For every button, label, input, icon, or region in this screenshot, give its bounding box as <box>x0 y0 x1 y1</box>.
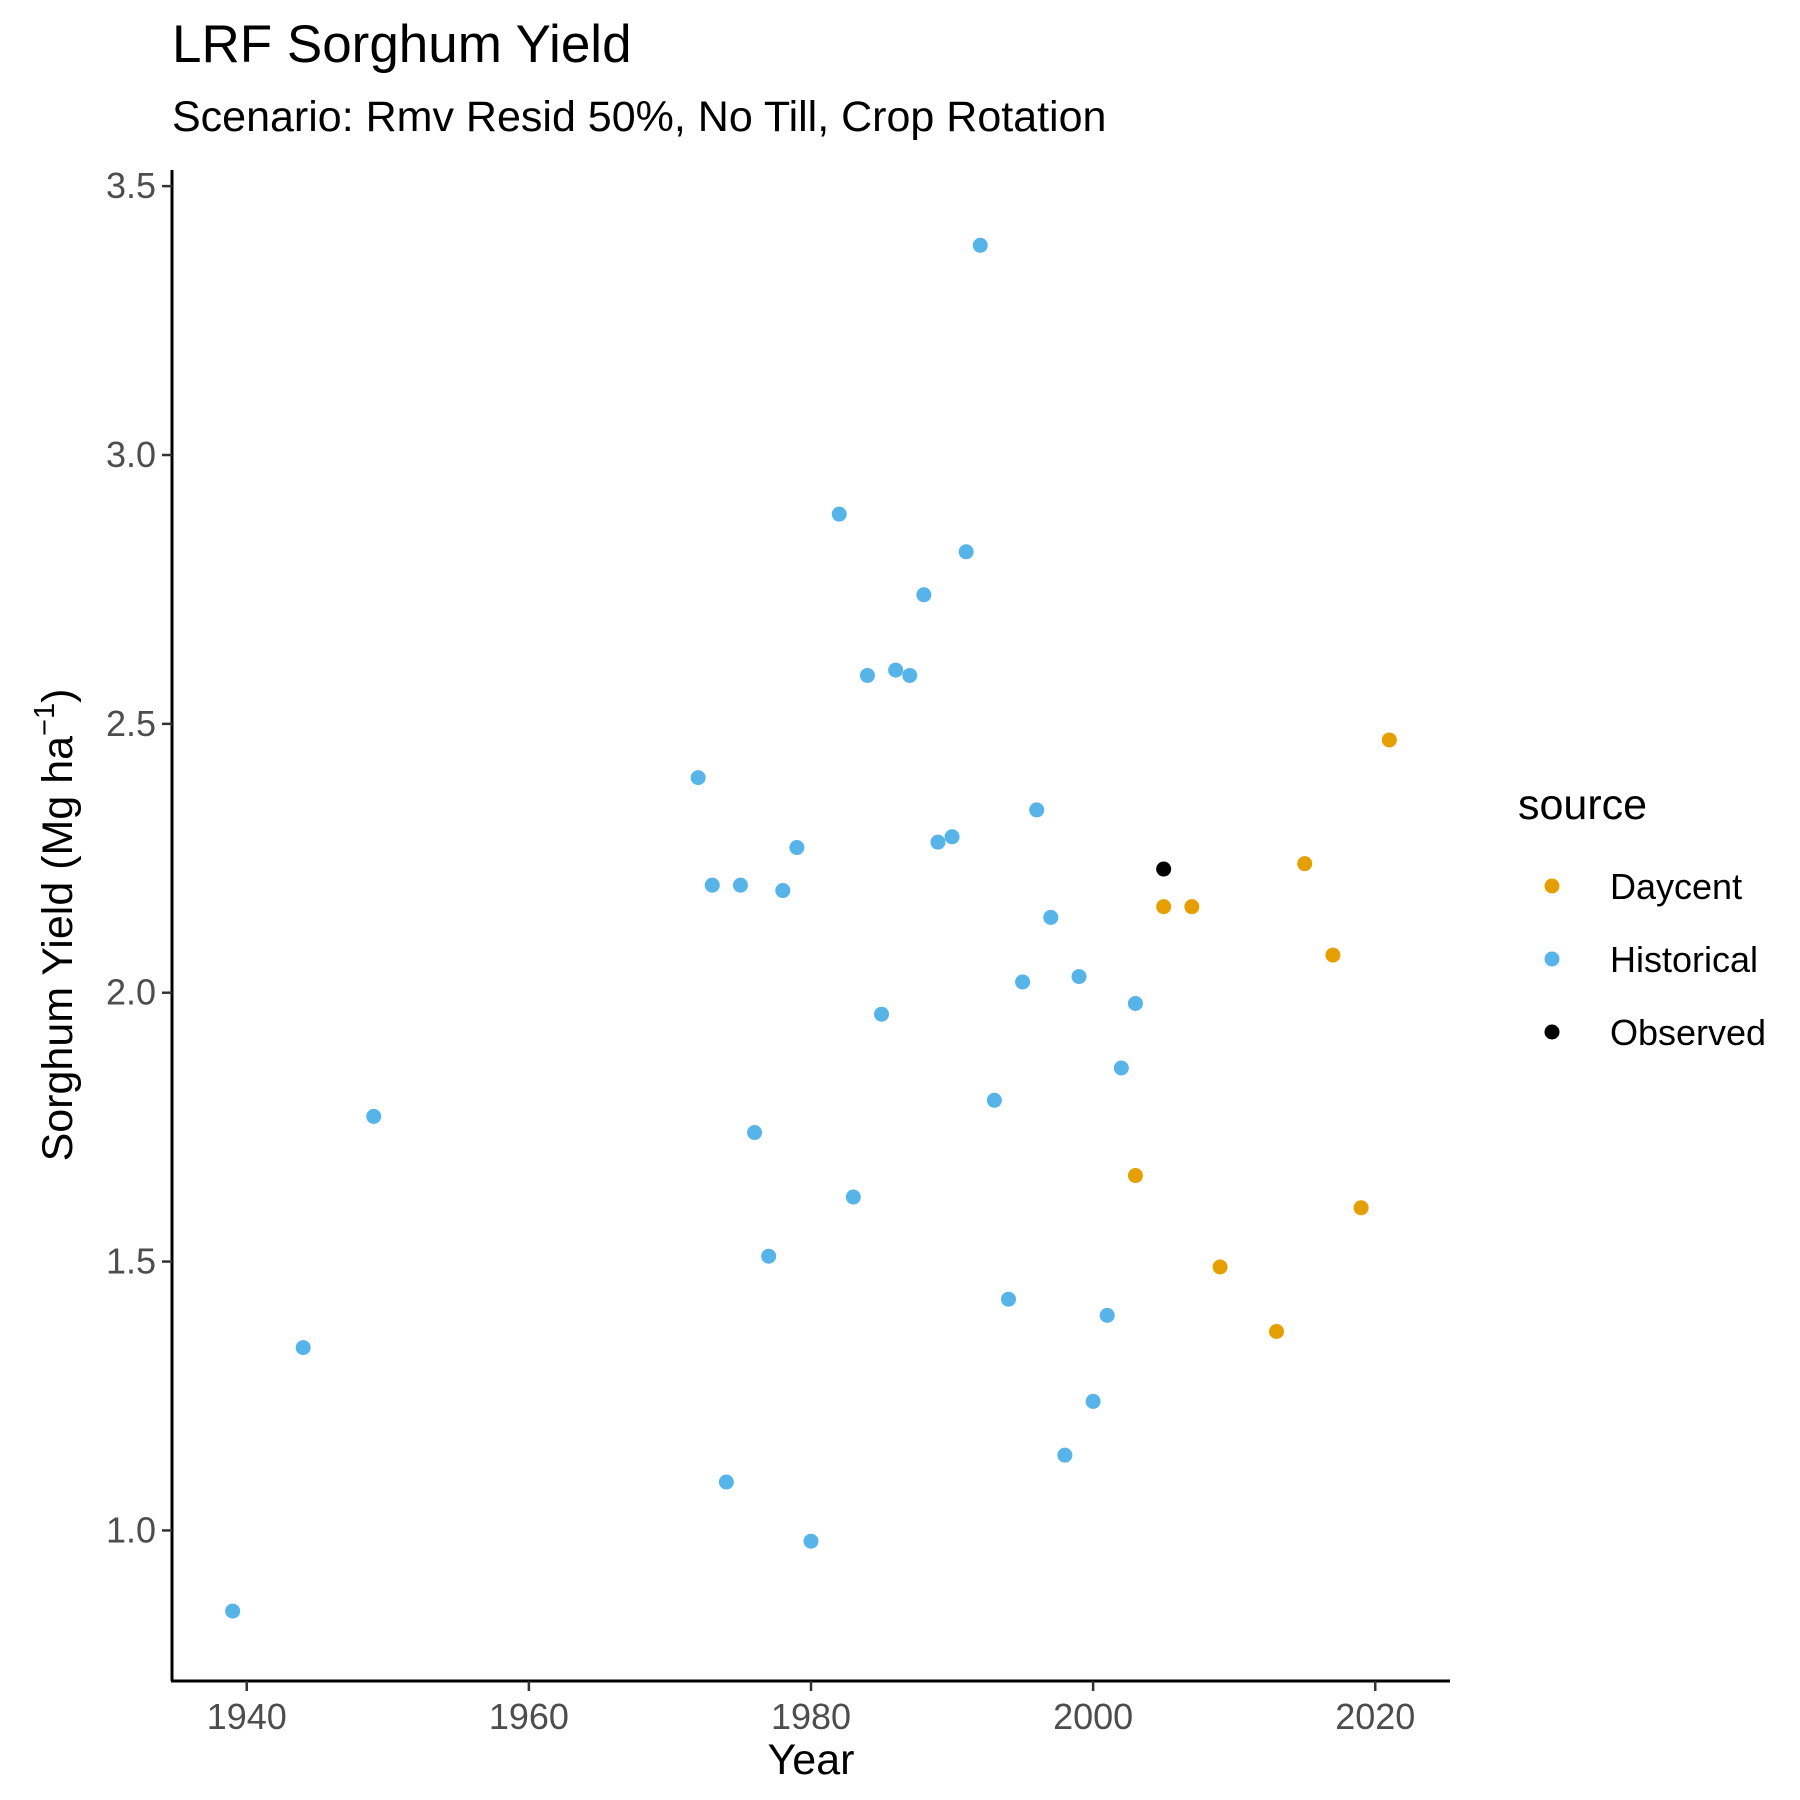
point-historical <box>944 829 960 845</box>
y-axis-ticks: 1.0 1.5 2.0 2.5 3.0 3.5 <box>106 165 172 1550</box>
point-historical <box>1043 909 1059 925</box>
legend-key-historical <box>1544 951 1560 967</box>
point-historical <box>972 237 988 253</box>
point-historical <box>803 1533 819 1549</box>
x-tick-label: 2020 <box>1335 1696 1415 1737</box>
point-historical <box>859 667 875 683</box>
point-historical <box>718 1474 734 1490</box>
point-historical <box>761 1248 777 1264</box>
point-historical <box>831 506 847 522</box>
legend-label-historical: Historical <box>1610 939 1758 980</box>
point-historical <box>690 770 706 786</box>
legend-key-daycent <box>1544 878 1560 894</box>
legend-title: source <box>1518 781 1647 829</box>
point-historical <box>1071 969 1087 985</box>
y-tick-label: 2.5 <box>106 703 156 744</box>
x-tick-label: 1940 <box>207 1696 287 1737</box>
point-historical <box>845 1189 861 1205</box>
point-historical <box>225 1603 241 1619</box>
y-tick-label: 3.0 <box>106 434 156 475</box>
point-historical <box>888 662 904 678</box>
point-historical <box>986 1092 1002 1108</box>
y-axis-title-main: Sorghum Yield (Mg ha <box>34 736 82 1162</box>
y-tick-label: 3.5 <box>106 165 156 206</box>
point-daycent <box>1212 1259 1228 1275</box>
legend: source Daycent Historical Observed <box>1518 781 1766 1053</box>
point-daycent <box>1184 899 1200 915</box>
y-tick-label: 1.5 <box>106 1241 156 1282</box>
x-tick-label: 2000 <box>1053 1696 1133 1737</box>
point-historical <box>747 1125 763 1141</box>
point-historical <box>295 1340 311 1356</box>
point-historical <box>1015 974 1031 990</box>
point-daycent <box>1381 732 1397 748</box>
y-axis-title: Sorghum Yield (Mg ha−1) <box>29 689 82 1162</box>
chart-title: LRF Sorghum Yield <box>172 15 632 74</box>
legend-key-observed <box>1544 1024 1560 1040</box>
point-historical <box>1085 1393 1101 1409</box>
x-tick-label: 1960 <box>489 1696 569 1737</box>
point-historical <box>916 587 932 603</box>
y-axis-title-suffix: ) <box>34 689 82 703</box>
point-historical <box>704 877 720 893</box>
point-historical <box>874 1006 890 1022</box>
legend-label-observed: Observed <box>1610 1012 1766 1053</box>
point-daycent <box>1353 1200 1369 1216</box>
point-historical <box>732 877 748 893</box>
chart-subtitle: Scenario: Rmv Resid 50%, No Till, Crop R… <box>172 93 1106 141</box>
point-historical <box>1113 1060 1129 1076</box>
point-historical <box>1127 995 1143 1011</box>
point-historical <box>789 840 805 856</box>
y-axis-title-superscript: −1 <box>29 703 61 736</box>
point-historical <box>1099 1307 1115 1323</box>
point-historical <box>775 883 791 899</box>
point-historical <box>1000 1291 1016 1307</box>
point-historical <box>902 667 918 683</box>
point-historical <box>930 834 946 850</box>
point-historical <box>1057 1447 1073 1463</box>
data-points <box>225 237 1397 1619</box>
x-axis-title: Year <box>768 1736 855 1784</box>
point-historical <box>958 544 974 560</box>
point-daycent <box>1268 1323 1284 1339</box>
point-daycent <box>1325 947 1341 963</box>
point-historical <box>1029 802 1045 818</box>
x-tick-label: 1980 <box>771 1696 851 1737</box>
point-daycent <box>1156 899 1172 915</box>
x-axis-ticks: 1940 1960 1980 2000 2020 <box>207 1681 1415 1737</box>
point-daycent <box>1127 1168 1143 1184</box>
y-tick-label: 1.0 <box>106 1509 156 1550</box>
point-observed <box>1156 861 1172 877</box>
legend-label-daycent: Daycent <box>1610 866 1742 907</box>
point-daycent <box>1297 856 1313 872</box>
legend-items: Daycent Historical Observed <box>1544 866 1766 1053</box>
point-historical <box>366 1108 382 1124</box>
y-tick-label: 2.0 <box>106 972 156 1013</box>
